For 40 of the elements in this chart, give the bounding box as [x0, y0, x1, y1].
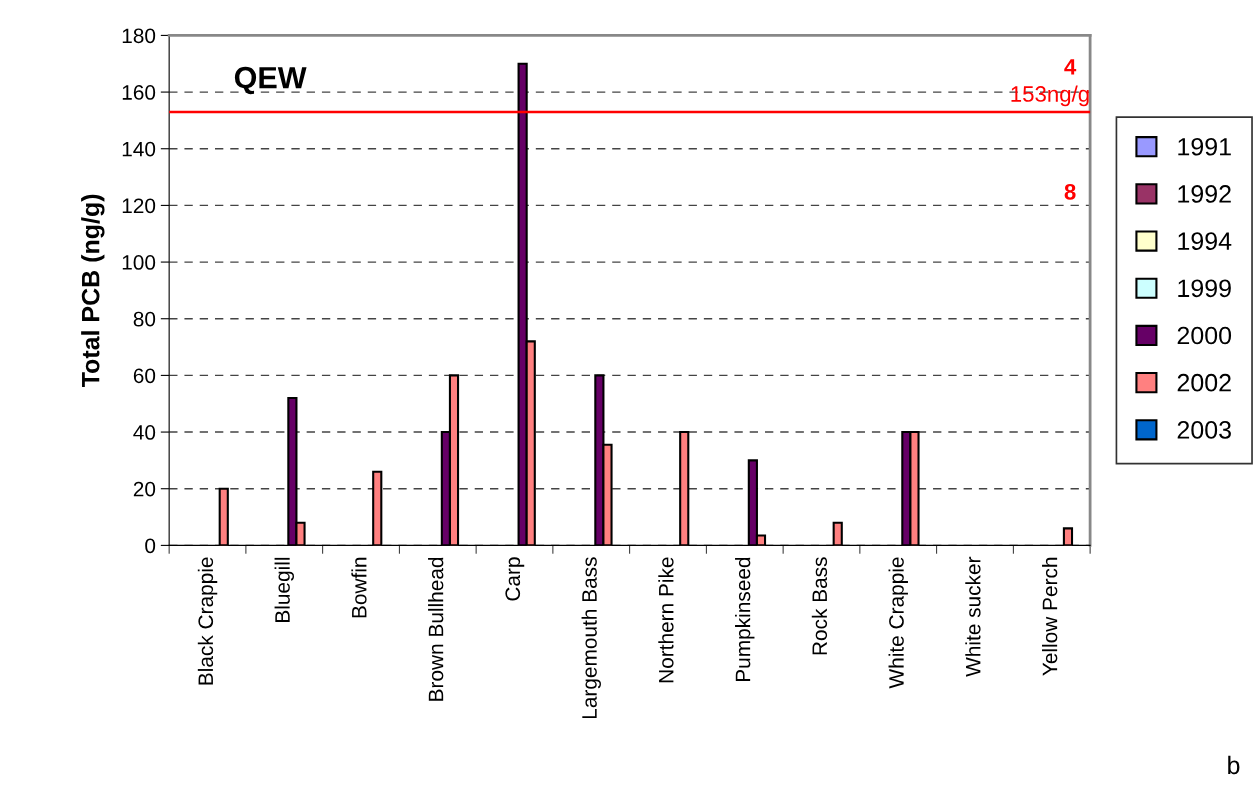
- annotation: 8: [1064, 183, 1076, 200]
- y-tick-label: 100: [122, 255, 156, 270]
- y-tick-label: 0: [145, 538, 156, 554]
- y-tick-label: 140: [122, 141, 156, 157]
- x-tick-label: White sucker: [965, 556, 981, 677]
- bar: [372, 470, 383, 546]
- y-tick-label: 160: [122, 85, 156, 100]
- y-axis-title: Total PCB (ng/g): [81, 194, 105, 388]
- x-tick-label: Black Crappie: [197, 557, 218, 685]
- legend-label: 2002: [1177, 373, 1231, 392]
- text: QEW: [234, 66, 307, 95]
- x-tick-label: White Crappie: [888, 557, 908, 689]
- legend-label: 1994: [1178, 232, 1232, 250]
- annotation: 4: [1064, 59, 1077, 75]
- text: b: [1228, 755, 1240, 775]
- y-tick-label: 20: [133, 481, 156, 497]
- bar: [679, 431, 690, 546]
- x-tick-label: Rock Bass: [811, 557, 828, 655]
- x-tick-label: Yellow Perch: [1042, 557, 1058, 676]
- bar: [1062, 527, 1074, 546]
- x-tick-label: Brown Bullhead: [428, 557, 444, 701]
- y-tick-label: 180: [122, 28, 156, 44]
- x-tick-label: Bowfin: [351, 557, 367, 618]
- legend-label: 2003: [1177, 421, 1231, 439]
- bar: [218, 487, 229, 546]
- x-tick-label: Pumpkinseed: [735, 557, 755, 682]
- y-tick-label: 60: [133, 368, 156, 384]
- legend-label: 1992: [1178, 185, 1231, 203]
- legend-label: 1999: [1178, 279, 1231, 298]
- legend-label: 1991: [1178, 137, 1231, 156]
- bar: [832, 521, 843, 546]
- x-tick-label: Bluegill: [274, 557, 294, 622]
- x-tick-label: Northern Pike: [658, 557, 674, 683]
- y-tick-label: 120: [122, 198, 156, 214]
- y-tick-label: 80: [133, 311, 156, 327]
- ref-line-label: 153ng/g: [1011, 85, 1089, 107]
- x-tick-label: Largemouth Bass: [581, 557, 601, 719]
- x-tick-label: Carp: [505, 557, 525, 601]
- y-tick-label: 40: [133, 425, 156, 440]
- legend-label: 2000: [1177, 326, 1232, 345]
